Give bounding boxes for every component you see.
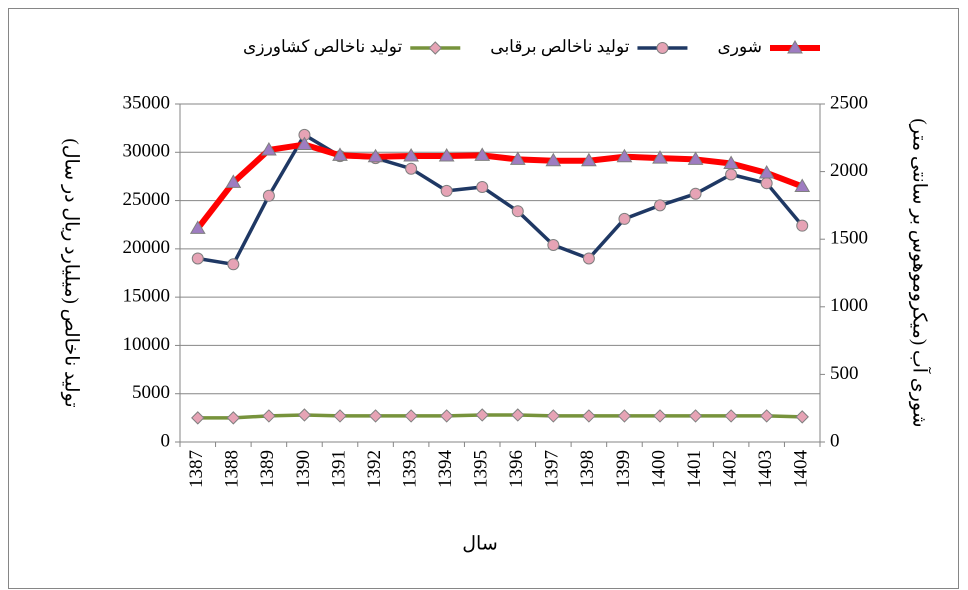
data-point [687,151,704,165]
data-point [191,411,205,425]
x-tick-label: 1387 [186,450,207,488]
x-tick-label: 1390 [293,450,314,488]
x-axis-title: سال [462,533,498,554]
data-point [367,148,384,163]
x-tick-label: 1392 [364,450,385,488]
data-point [191,252,204,265]
data-point [403,148,419,162]
y-tick-label: 20000 [123,237,171,258]
data-point [225,174,242,188]
data-point [474,147,491,161]
data-point [511,408,525,422]
y2-tick-label: 0 [830,430,840,451]
x-tick-label: 1402 [719,450,740,488]
data-point [616,148,633,163]
x-tick-label: 1398 [577,450,598,488]
legend-label: شوری [717,37,762,57]
data-point [405,162,418,175]
data-point [760,177,773,190]
data-point [438,148,455,162]
x-tick-label: 1403 [755,450,776,488]
y-tick-label: 0 [161,430,171,451]
data-point [333,409,347,423]
data-point [226,411,241,425]
data-point [617,409,632,423]
x-tick-label: 1395 [471,450,492,488]
data-point [652,150,668,164]
y2-tick-label: 1000 [830,295,868,316]
data-point [332,147,348,161]
x-tick-label: 1389 [257,450,278,488]
legend-marker [656,42,669,54]
data-point [796,219,809,232]
data-point [582,409,596,423]
x-tick-label: 1400 [648,450,669,488]
data-point [759,409,774,423]
y-tick-label: 35000 [123,92,171,113]
data-point [476,181,489,194]
data-point [439,409,454,423]
y-axis-title: تولید ناخالص (میلیارد ریال در سال) [61,138,82,407]
y2-tick-label: 500 [830,363,859,384]
y-tick-label: 10000 [123,334,171,355]
data-point [547,238,560,251]
y-tick-label: 5000 [132,382,170,403]
y2-axis-title: شوری آب (میکروموهوس بر سانتی متر) [909,118,932,427]
data-point [688,409,703,423]
data-point [262,189,275,202]
data-point [368,409,383,423]
data-point [618,212,631,225]
x-tick-label: 1399 [613,450,634,488]
data-point [758,164,775,179]
data-point [509,151,526,165]
series-line [195,141,804,231]
data-point [581,152,597,167]
data-point [296,136,313,151]
x-tick-label: 1394 [435,450,456,489]
data-point [297,408,312,422]
x-tick-label: 1404 [791,450,812,489]
data-point [794,178,811,192]
data-point [261,141,277,156]
data-point [582,252,595,265]
data-point [545,152,562,167]
data-point [725,168,738,181]
data-point [724,409,738,423]
x-tick-label: 1391 [328,450,349,488]
legend-marker [787,40,803,54]
data-point [689,187,702,200]
legend-label: تولید ناخالص برقابی [490,37,629,57]
legend-marker [428,41,442,55]
data-point [189,220,206,234]
data-point [723,155,739,169]
x-tick-label: 1388 [222,450,243,488]
data-point [475,408,489,422]
x-tick-label: 1396 [506,450,527,488]
x-tick-label: 1401 [684,450,705,488]
legend-label: تولید ناخالص کشاورزی [243,37,402,57]
data-point [440,184,453,197]
data-point [404,409,418,423]
data-point [227,258,240,271]
data-point [546,409,561,423]
chart-frame [8,8,959,589]
data-point [511,205,524,218]
y2-tick-label: 2000 [830,160,868,181]
x-tick-label: 1397 [542,450,563,488]
y-tick-label: 30000 [123,141,171,162]
y-tick-label: 25000 [123,189,171,210]
y2-tick-label: 1500 [830,228,868,249]
data-point [654,199,666,212]
data-point [653,409,667,423]
data-point [262,409,276,423]
x-tick-label: 1393 [399,450,420,488]
data-point [795,410,809,424]
y-tick-label: 15000 [123,286,171,307]
y2-tick-label: 2500 [830,92,868,113]
